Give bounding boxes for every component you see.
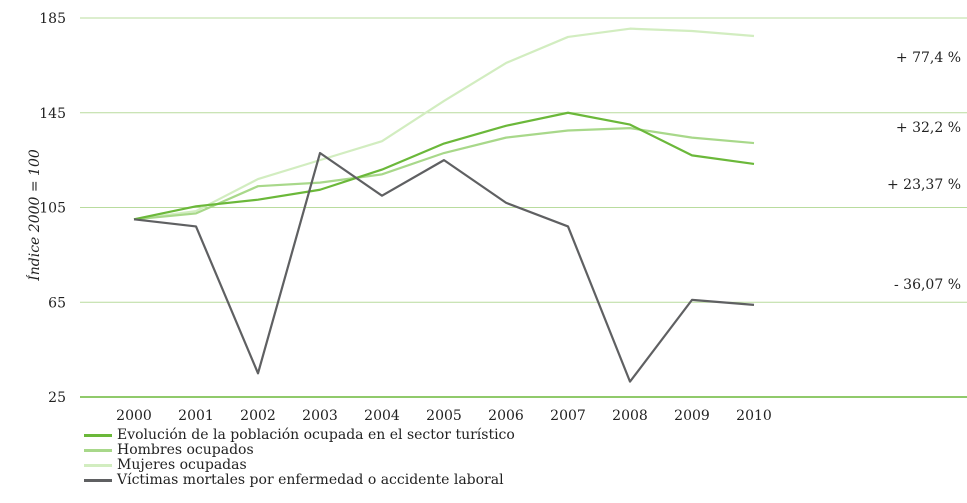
x-tick-label: 2004 [364, 408, 400, 424]
gridlines [80, 17, 967, 398]
series-end-label: + 23,37 % [887, 177, 961, 193]
series-line [133, 151, 755, 383]
y-axis-ticks: 185 145 105 65 25 [39, 11, 66, 406]
legend-swatch [84, 434, 112, 437]
legend-item: Víctimas mortales por enfermedad o accid… [84, 473, 515, 488]
x-tick-label: 2005 [426, 408, 462, 424]
legend-item: Mujeres ocupadas [84, 458, 515, 473]
x-tick-label: 2001 [178, 408, 214, 424]
x-tick-label: 2006 [488, 408, 524, 424]
series-line [133, 127, 755, 221]
legend-item: Hombres ocupados [84, 443, 515, 458]
x-tick-label: 2002 [240, 408, 276, 424]
legend-label: Hombres ocupados [117, 442, 254, 458]
series-end-label: + 32,2 % [896, 120, 961, 136]
y-axis-label: Índice 2000 = 100 [25, 149, 43, 282]
end-annotations: + 23,37 % + 32,2 % + 77,4 % - 36,07 % [887, 50, 961, 293]
y-tick-label: 185 [39, 11, 66, 27]
series-line [133, 27, 755, 221]
y-tick-label: 145 [39, 106, 66, 122]
legend-label: Evolución de la población ocupada en el … [117, 427, 515, 443]
x-tick-label: 2007 [550, 408, 586, 424]
legend-swatch [84, 464, 112, 467]
y-tick-label: 105 [39, 201, 66, 217]
x-tick-label: 2009 [674, 408, 710, 424]
series-end-label: + 77,4 % [896, 50, 961, 66]
x-tick-label: 2000 [116, 408, 152, 424]
series-line [133, 111, 755, 221]
x-axis-ticks: 2000 2001 2002 2003 2004 2005 2006 2007 2008 2009… [116, 408, 772, 424]
legend-swatch [84, 479, 112, 482]
legend-label: Mujeres ocupadas [117, 457, 247, 473]
legend: Evolución de la población ocupada en el … [84, 428, 515, 488]
legend-label: Víctimas mortales por enfermedad o accid… [117, 472, 504, 488]
series-end-label: - 36,07 % [894, 277, 961, 293]
legend-swatch [84, 449, 112, 452]
y-tick-label: 25 [48, 390, 66, 406]
series-lines [133, 27, 755, 383]
x-tick-label: 2010 [736, 408, 772, 424]
y-tick-label: 65 [48, 295, 66, 311]
legend-item: Evolución de la población ocupada en el … [84, 428, 515, 443]
x-tick-label: 2003 [302, 408, 338, 424]
x-tick-label: 2008 [612, 408, 648, 424]
